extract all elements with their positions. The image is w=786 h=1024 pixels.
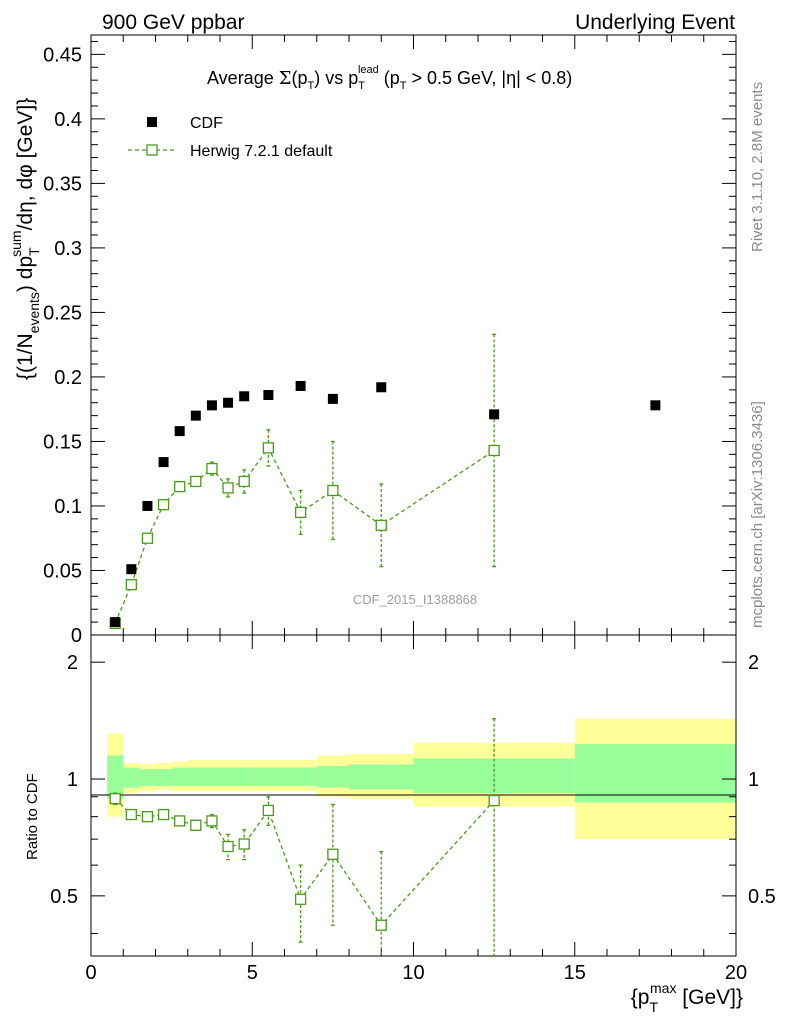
legend-label-herwig: Herwig 7.2.1 default — [190, 143, 333, 160]
y-tick-label: 0 — [71, 625, 82, 647]
series-herwig-ratio — [109, 718, 500, 956]
cdf-point — [158, 457, 169, 468]
main-axis-ticks — [90, 35, 737, 636]
y-tick-label: 0.1 — [54, 496, 82, 518]
ratio-y-tick-label: 0.5 — [50, 886, 78, 908]
ratio-y-tick-labels: 0.5 0.5 1 1 2 2 — [50, 652, 776, 908]
band-stat — [349, 764, 414, 790]
y-tick-label: 0.15 — [43, 431, 82, 453]
herwig-point — [375, 919, 387, 931]
y-tick-label: 0.2 — [54, 367, 82, 389]
herwig-point — [141, 532, 154, 544]
legend-marker-cdf — [147, 117, 157, 127]
plot-title: Average Σ(pT) vs pTlead (pT > 0.5 GeV, |… — [207, 64, 572, 92]
series-cdf — [110, 380, 661, 628]
header-right: Underlying Event — [575, 11, 735, 34]
legend: CDF Herwig 7.2.1 default — [128, 115, 333, 160]
herwig-point — [157, 808, 170, 821]
herwig-point — [327, 484, 339, 497]
herwig-point — [174, 480, 186, 493]
cdf-point — [223, 397, 234, 408]
header-left: 900 GeV ppbar — [102, 11, 244, 34]
herwig-point — [190, 475, 202, 488]
herwig-point — [238, 475, 250, 488]
legend-label-cdf: CDF — [190, 115, 223, 132]
ratio-axis-ticks — [90, 635, 737, 956]
herwig-point — [190, 819, 202, 831]
herwig-point — [238, 838, 250, 850]
herwig-point — [294, 506, 307, 519]
cdf-point — [110, 617, 121, 628]
ratio-y-tick-label: 2 — [67, 652, 78, 674]
mcplots-label: mcplots.cern.ch [arXiv:1306.3436] — [749, 401, 766, 628]
herwig-point — [222, 482, 234, 494]
cdf-point — [295, 380, 306, 391]
band-stat — [123, 767, 140, 788]
herwig-point — [174, 815, 186, 827]
ratio-y-tick-label-right: 2 — [748, 652, 759, 674]
x-tick-label: 0 — [85, 962, 96, 984]
cdf-point — [174, 426, 185, 437]
ratio-y-tick-label-right: 0.5 — [748, 886, 776, 908]
legend-marker-herwig — [146, 144, 158, 156]
herwig-point — [206, 815, 218, 827]
herwig-point — [222, 840, 234, 853]
cdf-point — [376, 382, 387, 393]
cdf-point — [263, 390, 274, 400]
band-stat — [574, 744, 736, 803]
y-tick-label: 0.3 — [54, 238, 82, 260]
ratio-y-axis-label: Ratio to CDF — [24, 773, 41, 860]
x-axis-label: {pTmax [GeV]} — [631, 980, 743, 1015]
herwig-point — [206, 462, 218, 475]
cdf-point — [327, 393, 338, 404]
analysis-watermark: CDF_2015_I1388868 — [353, 592, 477, 607]
y-tick-label: 0.05 — [43, 560, 82, 582]
herwig-point — [327, 848, 339, 860]
cdf-point — [142, 500, 153, 511]
x-tick-labels: 0 5 10 15 20 — [85, 962, 747, 984]
cdf-point — [126, 564, 137, 575]
main-y-tick-labels: 0 0.05 0.1 0.15 0.2 0.25 0.3 0.35 0.4 0.45 — [43, 44, 82, 647]
band-stat — [187, 767, 253, 786]
x-tick-label: 15 — [564, 962, 586, 984]
herwig-point — [125, 808, 137, 821]
y-tick-label: 0.35 — [43, 173, 82, 195]
cdf-point — [206, 400, 217, 411]
y-tick-label: 0.25 — [43, 302, 82, 324]
cdf-point — [190, 410, 201, 421]
main-panel-frame — [90, 34, 737, 636]
y-tick-label: 0.4 — [54, 109, 82, 131]
herwig-point — [488, 794, 500, 807]
cdf-point — [239, 391, 250, 402]
band-stat — [155, 769, 172, 786]
herwig-point — [294, 893, 307, 905]
x-tick-label: 10 — [402, 962, 424, 984]
herwig-point — [141, 810, 154, 823]
band-stat — [139, 769, 156, 786]
herwig-point — [262, 442, 275, 454]
ratio-y-tick-label-right: 1 — [748, 769, 759, 791]
series-herwig — [109, 333, 500, 630]
y-tick-label: 0.45 — [43, 44, 82, 66]
band-stat — [171, 767, 188, 786]
x-tick-label: 20 — [725, 962, 747, 984]
herwig-point — [157, 499, 170, 511]
herwig-point — [125, 579, 137, 591]
ratio-y-tick-label: 1 — [67, 769, 78, 791]
band-stat — [252, 767, 317, 786]
herwig-line — [114, 798, 495, 927]
band-stat — [107, 755, 124, 799]
cdf-point — [650, 400, 661, 411]
x-tick-label: 5 — [247, 962, 258, 984]
cdf-point — [489, 409, 500, 420]
main-y-axis-label: {(1/Nevents) dpTsum/dη, dφ [GeV]} — [8, 98, 42, 380]
herwig-point — [109, 793, 121, 805]
band-stat — [316, 766, 349, 788]
herwig-point — [488, 444, 500, 457]
rivet-label: Rivet 3.1.10, 2.8M events — [749, 82, 766, 252]
herwig-point — [262, 804, 275, 817]
herwig-point — [375, 519, 387, 531]
